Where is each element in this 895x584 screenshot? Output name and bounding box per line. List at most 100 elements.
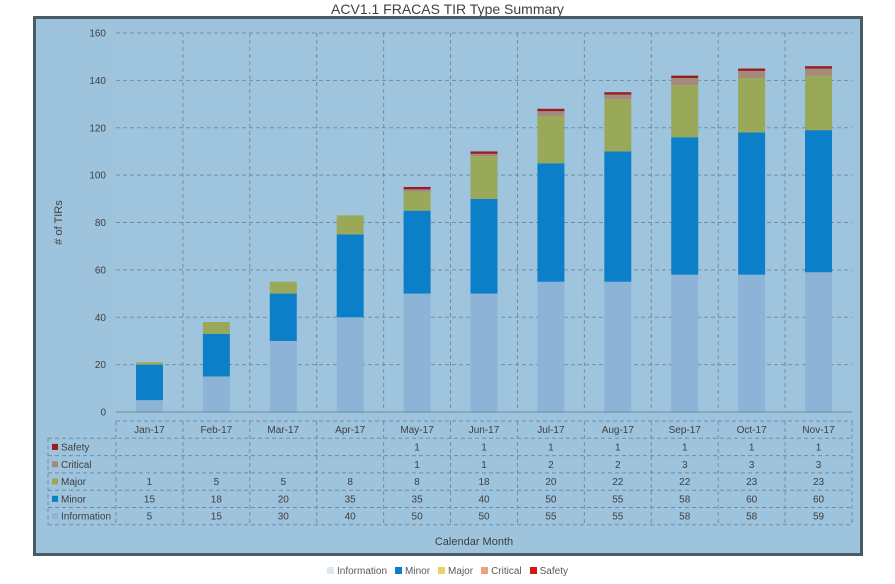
- data-label: 1: [749, 442, 755, 453]
- data-label: 1: [548, 442, 554, 453]
- data-label: 1: [816, 442, 822, 453]
- x-tick-label: Oct-17: [737, 425, 767, 436]
- bar-minor-sep-17: [671, 137, 699, 275]
- data-label: 1: [615, 442, 621, 453]
- table-legend-key-minor: [52, 495, 58, 502]
- table-row-label: Major: [61, 477, 87, 488]
- data-label: 8: [414, 477, 420, 488]
- legend-label: Major: [448, 566, 474, 577]
- legend-item-minor: Minor: [395, 566, 430, 577]
- bar-critical-may-17: [403, 189, 431, 192]
- x-tick-label: Jun-17: [469, 425, 500, 436]
- legend-swatch: [327, 567, 334, 574]
- bar-critical-nov-17: [805, 68, 833, 76]
- x-tick-label: Jul-17: [537, 425, 565, 436]
- bar-safety-nov-17: [805, 66, 833, 69]
- data-label: 59: [813, 512, 825, 523]
- bar-critical-jun-17: [470, 153, 498, 157]
- bar-safety-jun-17: [470, 151, 498, 154]
- y-tick-label: 140: [89, 76, 106, 87]
- data-label: 50: [478, 512, 490, 523]
- bar-information-sep-17: [671, 274, 699, 412]
- table-row-label: Information: [61, 512, 111, 523]
- data-label: 58: [679, 512, 691, 523]
- x-tick-label: Nov-17: [802, 425, 835, 436]
- data-label: 23: [746, 477, 758, 488]
- data-label: 22: [612, 477, 624, 488]
- data-label: 55: [545, 512, 557, 523]
- y-tick-label: 0: [100, 408, 106, 419]
- data-label: 40: [345, 512, 357, 523]
- y-tick-label: 40: [95, 313, 107, 324]
- legend-item-critical: Critical: [481, 566, 522, 577]
- legend-item-safety: Safety: [529, 566, 568, 577]
- data-label: 35: [412, 494, 424, 505]
- y-tick-label: 120: [89, 123, 106, 134]
- data-label: 55: [612, 494, 624, 505]
- bar-minor-aug-17: [604, 151, 632, 282]
- bar-minor-jul-17: [537, 163, 565, 282]
- bar-major-nov-17: [805, 75, 833, 131]
- legend-swatch: [395, 567, 403, 574]
- y-tick-label: 80: [95, 218, 107, 229]
- data-label: 35: [345, 494, 357, 505]
- bar-information-jan-17: [135, 400, 163, 412]
- legend-swatch: [529, 567, 537, 574]
- data-label: 5: [280, 477, 286, 488]
- data-label: 40: [478, 494, 490, 505]
- y-tick-label: 160: [89, 29, 106, 40]
- y-axis-label: # of TIRs: [53, 200, 65, 245]
- bar-minor-nov-17: [805, 130, 833, 273]
- bar-safety-jul-17: [537, 108, 565, 112]
- legend-item-major: Major: [438, 566, 473, 577]
- data-label: 50: [545, 494, 557, 505]
- bar-minor-may-17: [403, 210, 431, 294]
- data-label: 1: [481, 460, 487, 471]
- bar-critical-oct-17: [738, 70, 766, 79]
- bar-major-mar-17: [269, 281, 297, 294]
- bar-minor-apr-17: [336, 234, 364, 318]
- data-label: 18: [478, 477, 490, 488]
- bar-major-may-17: [403, 191, 431, 211]
- data-label: 3: [682, 460, 688, 471]
- data-label: 5: [214, 477, 220, 488]
- table-row-label: Minor: [61, 494, 87, 505]
- legend-item-information: Information: [327, 566, 387, 577]
- data-label: 58: [746, 512, 758, 523]
- x-tick-label: Feb-17: [201, 425, 233, 436]
- bar-safety-sep-17: [671, 75, 699, 79]
- bar-safety-oct-17: [738, 68, 766, 71]
- data-label: 1: [147, 477, 153, 488]
- bar-information-jun-17: [470, 293, 498, 412]
- bar-information-feb-17: [202, 376, 230, 412]
- bar-information-oct-17: [738, 274, 766, 412]
- bar-critical-aug-17: [604, 94, 632, 100]
- bar-minor-oct-17: [738, 132, 766, 275]
- data-label: 58: [679, 494, 691, 505]
- bar-safety-aug-17: [604, 92, 632, 95]
- bar-major-aug-17: [604, 99, 632, 152]
- bar-minor-jun-17: [470, 198, 498, 294]
- bar-information-aug-17: [604, 281, 632, 412]
- bar-major-jun-17: [470, 156, 498, 199]
- data-label: 60: [746, 494, 758, 505]
- bar-minor-mar-17: [269, 293, 297, 341]
- bar-critical-jul-17: [537, 111, 565, 116]
- bar-information-apr-17: [336, 317, 364, 412]
- table-row-label: Safety: [61, 442, 89, 453]
- legend-label: Minor: [405, 566, 431, 577]
- data-label: 1: [682, 442, 688, 453]
- data-label: 20: [278, 494, 290, 505]
- x-tick-label: May-17: [400, 425, 434, 436]
- data-label: 2: [615, 460, 621, 471]
- bar-major-jan-17: [135, 362, 163, 365]
- bar-minor-jan-17: [135, 364, 163, 401]
- chart-title: ACV1.1 FRACAS TIR Type Summary: [331, 1, 564, 16]
- data-label: 5: [147, 512, 153, 523]
- data-label: 8: [347, 477, 353, 488]
- data-label: 15: [144, 494, 156, 505]
- table-legend-key-critical: [52, 461, 58, 468]
- data-label: 50: [412, 512, 424, 523]
- x-tick-label: Jan-17: [134, 425, 165, 436]
